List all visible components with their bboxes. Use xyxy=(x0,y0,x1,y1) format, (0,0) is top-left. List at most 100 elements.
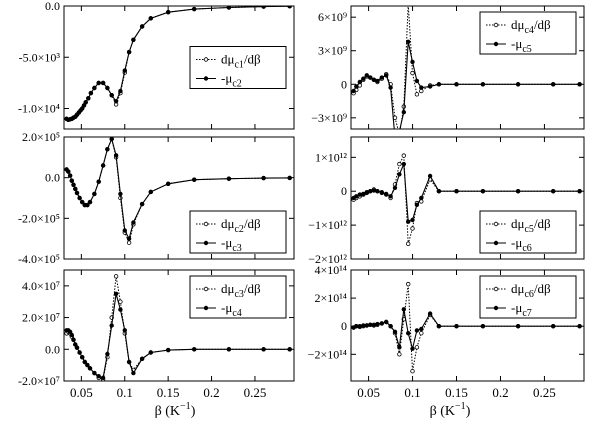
data-point xyxy=(384,319,389,325)
y-tick-label: 0 xyxy=(341,77,347,91)
data-point xyxy=(388,194,393,199)
data-point xyxy=(287,175,292,181)
data-point xyxy=(74,345,80,350)
data-point xyxy=(419,331,424,336)
data-point xyxy=(398,133,402,137)
x-tick-label: 0.2 xyxy=(203,385,219,400)
series-line xyxy=(353,41,580,129)
series-c3 xyxy=(64,137,292,241)
data-point xyxy=(118,88,123,94)
data-point xyxy=(109,323,114,328)
data-point xyxy=(126,236,132,241)
legend-swatch-marker xyxy=(203,57,209,62)
data-point xyxy=(100,375,106,380)
series-c6 xyxy=(351,161,582,224)
data-point xyxy=(379,189,384,195)
data-point xyxy=(480,324,486,329)
data-point xyxy=(354,194,359,199)
legend-swatch-marker xyxy=(203,286,209,292)
data-point xyxy=(361,76,366,81)
data-point xyxy=(122,228,127,233)
data-point xyxy=(577,188,582,194)
data-point xyxy=(364,189,369,195)
legend-swatch-marker xyxy=(203,221,209,227)
y-tick-label: 1×10¹² xyxy=(315,150,347,164)
x-tick-label: 0.1 xyxy=(404,385,420,400)
data-point xyxy=(118,307,123,312)
data-point xyxy=(577,324,582,329)
y-tick-label: −1×10¹² xyxy=(308,218,347,232)
data-point xyxy=(419,85,424,90)
data-point xyxy=(139,201,145,207)
data-point xyxy=(410,226,415,231)
y-tick-label: -5.0×10³ xyxy=(19,50,61,64)
legend-label: -μc4 xyxy=(221,300,242,319)
series-c5 xyxy=(351,39,582,129)
data-point xyxy=(364,323,369,328)
plot-frame xyxy=(350,269,585,382)
data-point xyxy=(397,161,402,167)
data-point xyxy=(191,6,197,12)
legend-label: -μc7 xyxy=(511,300,532,319)
data-point xyxy=(406,39,411,44)
plot-frame xyxy=(63,269,295,382)
data-point xyxy=(113,274,119,279)
data-point xyxy=(354,84,359,89)
data-point xyxy=(113,291,119,296)
data-point xyxy=(401,307,406,312)
legend: dμc2/dβ-μc3 xyxy=(189,210,287,254)
data-point xyxy=(226,6,232,10)
data-point xyxy=(67,173,73,178)
y-tick-label: −2×10¹⁴ xyxy=(308,347,347,361)
data-point xyxy=(401,153,406,158)
legend-label: -μc5 xyxy=(511,36,532,55)
data-point xyxy=(71,182,76,187)
data-point xyxy=(131,37,136,42)
data-point xyxy=(109,92,114,98)
legend-swatch-marker xyxy=(493,240,499,246)
data-point xyxy=(427,173,433,179)
data-point xyxy=(73,186,78,192)
data-point xyxy=(388,324,393,329)
data-point xyxy=(139,356,145,361)
data-point xyxy=(577,82,582,87)
x-tick-label: 0.05 xyxy=(70,385,93,400)
x-tick-label: 0.25 xyxy=(533,385,556,400)
legend-box xyxy=(479,275,577,319)
legend-label: dμc1/dβ xyxy=(221,52,261,71)
data-point xyxy=(126,240,132,245)
x-tick-label: 0.15 xyxy=(445,385,468,400)
legend-swatch-marker xyxy=(203,76,209,81)
x-tick-label: 0.1 xyxy=(117,385,133,400)
data-point xyxy=(100,80,106,86)
data-point xyxy=(357,192,362,197)
data-point xyxy=(261,347,266,352)
legend-swatch-marker xyxy=(203,305,209,311)
data-point xyxy=(148,350,153,355)
data-point xyxy=(419,195,424,201)
legend-swatch-marker xyxy=(203,240,209,246)
data-point xyxy=(401,161,406,167)
data-point xyxy=(92,85,97,91)
legend: dμc5/dβ-μc6 xyxy=(479,210,577,254)
data-point xyxy=(361,191,366,197)
data-point xyxy=(105,85,110,91)
data-point xyxy=(85,202,90,208)
data-point xyxy=(73,342,78,347)
legend: dμc3/dβ-μc4 xyxy=(189,275,287,319)
legend-box xyxy=(189,46,287,89)
panel-bottom-left: 4.0×10⁷ 2.0×10⁷ 0.0 -2.0×10⁷ 0.05 0.1 0.15 0.2 0… xyxy=(18,269,295,400)
data-point xyxy=(122,68,127,73)
data-point xyxy=(82,359,87,365)
legend-swatch-marker xyxy=(493,41,499,47)
data-point xyxy=(69,178,74,183)
data-point xyxy=(165,9,171,15)
data-point xyxy=(515,82,521,87)
data-point xyxy=(414,345,420,350)
data-point xyxy=(87,366,93,371)
data-point xyxy=(71,337,76,342)
data-point xyxy=(361,323,366,328)
data-point xyxy=(368,75,373,80)
y-tick-label: 0.0 xyxy=(45,0,60,13)
